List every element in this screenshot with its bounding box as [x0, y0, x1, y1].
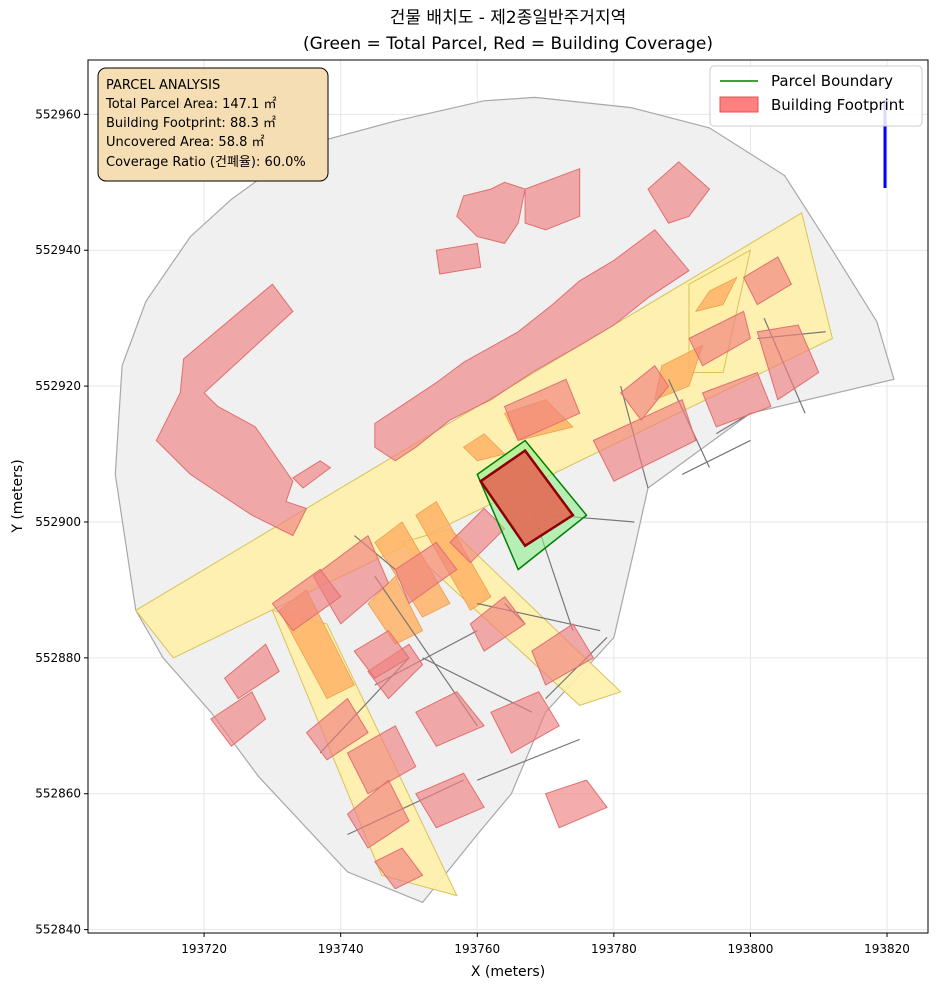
- y-axis: 552840 552860 552880 552900 552920 552940 5529…: [35, 107, 88, 937]
- x-tick-label: 193760: [454, 942, 500, 956]
- building-footprint: [415, 772, 485, 829]
- info-line-parcel-area: Total Parcel Area: 147.1 ㎡: [105, 97, 276, 112]
- x-axis: 193720 193740 193760 193780 193800 193820: [181, 933, 910, 956]
- building-footprint: [223, 643, 280, 700]
- y-tick-label: 552880: [35, 651, 81, 665]
- building-footprint: [524, 167, 581, 231]
- building-footprint: [353, 630, 410, 679]
- building-footprint: [490, 691, 560, 754]
- legend: Parcel Boundary Building Footprint: [709, 65, 923, 127]
- legend-building-label: Building Footprint: [771, 96, 904, 114]
- building-footprint: [544, 779, 608, 829]
- target-parcel-layer: [476, 439, 588, 571]
- roadside-strip: [694, 276, 738, 313]
- building-footprint: [756, 324, 820, 401]
- x-tick-label: 193820: [864, 942, 910, 956]
- y-tick-label: 552860: [35, 787, 81, 801]
- info-line-building-footprint: Building Footprint: 88.3 ㎡: [106, 116, 276, 131]
- plot-frame: [87, 59, 929, 934]
- building-footprint: [435, 242, 482, 275]
- y-tick-label: 552920: [35, 379, 81, 393]
- x-tick-label: 193800: [728, 942, 774, 956]
- building-footprint: [503, 378, 581, 442]
- chart-title-line1: 건물 배치도 - 제2종일반주거지역: [390, 8, 626, 28]
- legend-building-swatch: [719, 96, 759, 113]
- building-footprint: [292, 460, 332, 489]
- y-axis-label: Y (meters): [10, 459, 26, 533]
- building-footprint: [394, 541, 458, 605]
- y-tick-label: 552940: [35, 243, 81, 257]
- building-footprint: [592, 399, 697, 482]
- y-tick-label: 552840: [35, 923, 81, 937]
- building-footprint: [620, 364, 670, 421]
- building-footprint: [531, 623, 595, 686]
- roadside-strip: [462, 433, 506, 462]
- building-footprint: [647, 161, 711, 224]
- building-footprint: [346, 725, 417, 795]
- info-line-title: PARCEL ANALYSIS: [106, 78, 220, 93]
- info-line-coverage-ratio: Coverage Ratio (건폐율): 60.0%: [106, 155, 306, 170]
- buildings: [155, 161, 820, 890]
- info-line-uncovered-area: Uncovered Area: 58.8 ㎡: [106, 135, 265, 150]
- building-footprint: [742, 256, 793, 306]
- target-building: [478, 448, 575, 548]
- info-box-frame: [97, 67, 329, 182]
- building-footprint: [374, 229, 690, 462]
- x-axis-label: X (meters): [471, 964, 545, 980]
- building-footprint: [155, 283, 308, 537]
- y-tick-label: 552960: [35, 107, 81, 121]
- x-tick-label: 193720: [181, 942, 227, 956]
- legend-frame: [709, 65, 923, 127]
- building-footprint: [688, 310, 751, 367]
- y-tick-label: 552900: [35, 515, 81, 529]
- plot-area: [87, 59, 929, 934]
- lot-line: [477, 738, 580, 781]
- building-footprint: [456, 181, 526, 244]
- x-tick-label: 193740: [318, 942, 364, 956]
- building-footprint: [415, 691, 485, 747]
- lot-line: [681, 439, 751, 475]
- x-tick-label: 193780: [591, 942, 637, 956]
- roadside-strip: [415, 501, 492, 611]
- legend-parcel-label: Parcel Boundary: [771, 72, 893, 90]
- building-footprint: [210, 691, 267, 747]
- chart-title-line2: (Green = Total Parcel, Red = Building Co…: [303, 34, 713, 54]
- building-footprint: [271, 568, 342, 632]
- building-footprint: [469, 595, 526, 652]
- building-footprint: [305, 697, 369, 761]
- info-box: PARCEL ANALYSIS Total Parcel Area: 147.1…: [97, 67, 329, 182]
- building-footprint: [374, 847, 424, 890]
- building-footprint: [346, 779, 410, 849]
- building-footprint: [701, 371, 772, 428]
